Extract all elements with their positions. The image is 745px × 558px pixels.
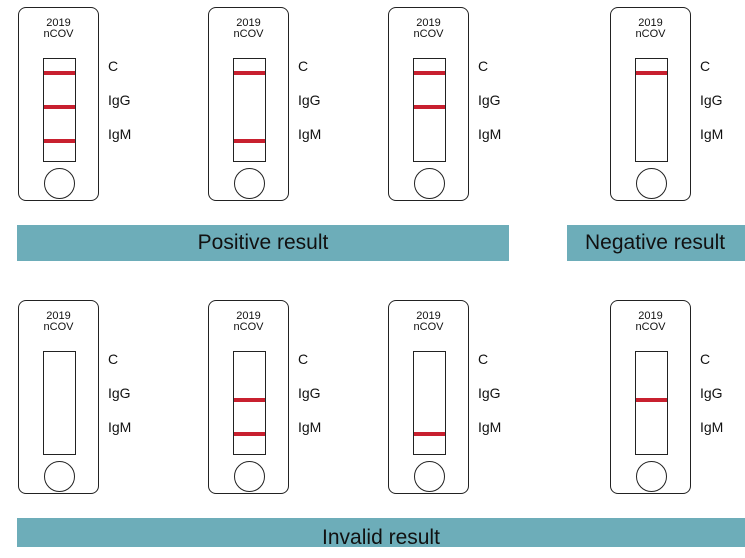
result-window — [413, 58, 446, 162]
igm-label: IgM — [478, 419, 502, 435]
cassette-title-line: 2019 — [416, 17, 441, 29]
test-cassette-negative-1: 2019 nCOV — [610, 7, 691, 201]
cassette-title-line: nCOV — [413, 321, 444, 333]
igg-label: IgG — [700, 92, 723, 108]
positive-result-band: Positive result — [17, 225, 509, 261]
igm-line — [44, 139, 75, 143]
cassette-title-line: 2019 — [46, 17, 71, 29]
sample-well — [44, 168, 75, 199]
test-cassette-invalid-1: 2019 nCOV — [18, 300, 99, 494]
igg-line — [234, 398, 265, 402]
cassette-title-line: nCOV — [635, 321, 666, 333]
test-cassette-invalid-4: 2019 nCOV — [610, 300, 691, 494]
c-line — [636, 71, 667, 75]
cassette-title: 2019 nCOV — [19, 18, 98, 40]
cassette-title-line: nCOV — [413, 28, 444, 40]
sample-well — [636, 461, 667, 492]
igm-label: IgM — [108, 419, 132, 435]
igg-label: IgG — [108, 92, 131, 108]
cassette-title: 2019 nCOV — [611, 18, 690, 40]
invalid-result-label: Invalid result — [322, 526, 440, 549]
result-window — [43, 351, 76, 455]
result-window — [233, 58, 266, 162]
sample-well — [414, 168, 445, 199]
c-label: C — [298, 58, 309, 74]
cassette-title-line: nCOV — [635, 28, 666, 40]
result-window — [635, 58, 668, 162]
cassette-title-line: 2019 — [638, 310, 663, 322]
cassette-title-line: 2019 — [46, 310, 71, 322]
test-cassette-positive-1: 2019 nCOV — [18, 7, 99, 201]
igm-label: IgM — [700, 419, 724, 435]
result-window — [413, 351, 446, 455]
igg-label: IgG — [700, 385, 723, 401]
sample-well — [234, 168, 265, 199]
test-cassette-positive-2: 2019 nCOV — [208, 7, 289, 201]
invalid-result-band: Invalid result — [17, 518, 745, 549]
cassette-title-line: nCOV — [43, 28, 74, 40]
c-label: C — [478, 58, 489, 74]
negative-result-band: Negative result — [567, 225, 745, 261]
result-window — [233, 351, 266, 455]
igm-label: IgM — [298, 419, 322, 435]
igm-label: IgM — [298, 126, 322, 142]
igm-label: IgM — [108, 126, 132, 142]
negative-result-label: Negative result — [585, 231, 726, 254]
igg-label: IgG — [478, 385, 501, 401]
cassette-title: 2019 nCOV — [389, 311, 468, 333]
igg-line — [414, 105, 445, 109]
cassette-title-line: nCOV — [43, 321, 74, 333]
result-window — [43, 58, 76, 162]
c-label: C — [478, 351, 489, 367]
cassette-title: 2019 nCOV — [611, 311, 690, 333]
igm-line — [234, 139, 265, 143]
igg-line — [636, 398, 667, 402]
cassette-title: 2019 nCOV — [389, 18, 468, 40]
c-line — [234, 71, 265, 75]
igg-label: IgG — [108, 385, 131, 401]
igg-label: IgG — [478, 92, 501, 108]
cassette-title-line: 2019 — [638, 17, 663, 29]
c-label: C — [700, 58, 711, 74]
c-line — [414, 71, 445, 75]
sample-well — [44, 461, 75, 492]
c-line — [44, 71, 75, 75]
cassette-title-line: nCOV — [233, 321, 264, 333]
igm-label: IgM — [478, 126, 502, 142]
sample-well — [234, 461, 265, 492]
test-cassette-invalid-3: 2019 nCOV — [388, 300, 469, 494]
c-label: C — [298, 351, 309, 367]
test-cassette-positive-3: 2019 nCOV — [388, 7, 469, 201]
cassette-title-line: 2019 — [416, 310, 441, 322]
igg-label: IgG — [298, 385, 321, 401]
cassette-title: 2019 nCOV — [209, 311, 288, 333]
cassette-title-line: nCOV — [233, 28, 264, 40]
sample-well — [414, 461, 445, 492]
igg-label: IgG — [298, 92, 321, 108]
c-label: C — [108, 58, 119, 74]
c-label: C — [700, 351, 711, 367]
test-cassette-invalid-2: 2019 nCOV — [208, 300, 289, 494]
cassette-title-line: 2019 — [236, 17, 261, 29]
positive-result-label: Positive result — [197, 231, 329, 254]
igg-line — [44, 105, 75, 109]
cassette-title: 2019 nCOV — [19, 311, 98, 333]
result-window — [635, 351, 668, 455]
cassette-title-line: 2019 — [236, 310, 261, 322]
c-label: C — [108, 351, 119, 367]
igm-line — [414, 432, 445, 436]
sample-well — [636, 168, 667, 199]
igm-line — [234, 432, 265, 436]
cassette-title: 2019 nCOV — [209, 18, 288, 40]
igm-label: IgM — [700, 126, 724, 142]
